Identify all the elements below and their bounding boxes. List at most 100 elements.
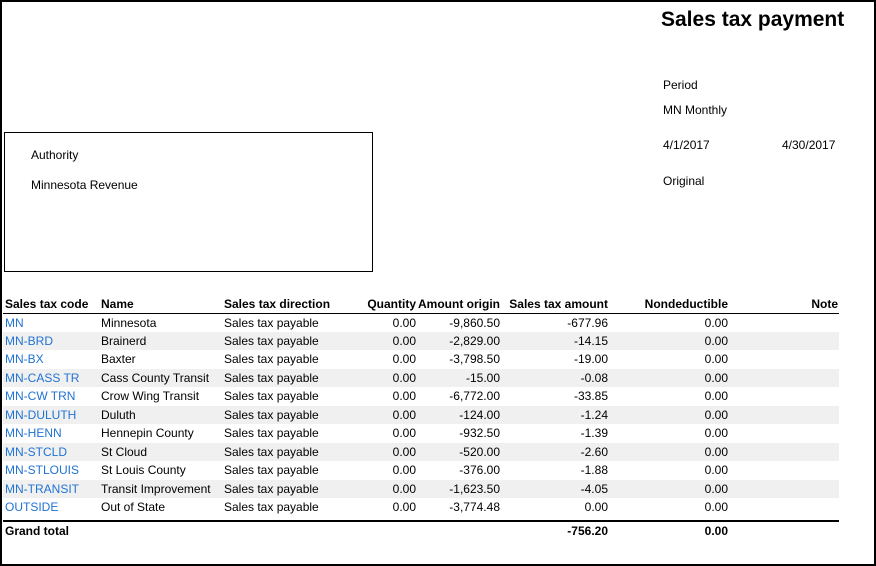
name-cell: Transit Improvement (101, 481, 211, 496)
name-cell: Out of State (101, 500, 166, 515)
table-row: MN-HENN Hennepin County Sales tax payabl… (3, 424, 839, 443)
note-cell (729, 387, 839, 406)
amount-origin-cell: -15.00 (465, 370, 500, 385)
amount-origin-cell: -3,774.48 (449, 500, 500, 515)
table-header-row: Sales tax code Name Sales tax direction … (3, 296, 839, 314)
col-header-quantity: Quantity (344, 296, 417, 314)
sales-tax-code-link[interactable]: MN (5, 315, 24, 330)
grand-total-nondeductible: 0.00 (609, 519, 729, 540)
amount-origin-cell: -376.00 (459, 463, 500, 478)
direction-cell: Sales tax payable (224, 333, 319, 348)
sales-tax-amount-cell: -33.85 (573, 389, 608, 404)
table-row: MN Minnesota Sales tax payable 0.00 -9,8… (3, 313, 839, 332)
amount-origin-cell: -1,623.50 (449, 481, 500, 496)
grand-total-note (729, 519, 839, 540)
sales-tax-code-link[interactable]: MN-HENN (5, 426, 62, 441)
nondeductible-cell: 0.00 (704, 444, 728, 459)
direction-cell: Sales tax payable (224, 370, 319, 385)
note-cell (729, 350, 839, 369)
col-header-sales-tax-amount: Sales tax amount (501, 296, 609, 314)
period-value: MN Monthly (663, 103, 728, 117)
report-version: Original (663, 174, 705, 188)
name-cell: St Louis County (101, 463, 186, 478)
sales-tax-amount-cell: -0.08 (580, 370, 608, 385)
col-header-amount-origin: Amount origin (417, 296, 501, 314)
nondeductible-cell: 0.00 (704, 370, 728, 385)
sales-tax-code-link[interactable]: OUTSIDE (5, 500, 59, 515)
amount-origin-cell: -932.50 (459, 426, 500, 441)
quantity-cell: 0.00 (392, 444, 416, 459)
note-cell (729, 498, 839, 517)
table-row: MN-STLOUIS St Louis County Sales tax pay… (3, 461, 839, 480)
quantity-cell: 0.00 (392, 333, 416, 348)
period-to-date: 4/30/2017 (782, 138, 836, 152)
col-header-nondeductible: Nondeductible (609, 296, 729, 314)
amount-origin-cell: -520.00 (459, 444, 500, 459)
direction-cell: Sales tax payable (224, 315, 319, 330)
sales-tax-code-link[interactable]: MN-BRD (5, 333, 53, 348)
table-row: MN-CW TRN Crow Wing Transit Sales tax pa… (3, 387, 839, 406)
sales-tax-code-link[interactable]: MN-STLOUIS (5, 463, 80, 478)
grand-total-row: Grand total -756.20 0.00 (3, 519, 839, 540)
name-cell: Duluth (101, 407, 136, 422)
authority-box: Authority Minnesota Revenue (4, 132, 373, 272)
authority-value: Minnesota Revenue (31, 178, 138, 192)
amount-origin-cell: -2,829.00 (449, 333, 500, 348)
sales-tax-code-link[interactable]: MN-TRANSIT (5, 481, 79, 496)
note-cell (729, 461, 839, 480)
name-cell: Hennepin County (101, 426, 194, 441)
quantity-cell: 0.00 (392, 426, 416, 441)
table-row: OUTSIDE Out of State Sales tax payable 0… (3, 498, 839, 517)
sales-tax-amount-cell: -2.60 (580, 444, 608, 459)
quantity-cell: 0.00 (392, 500, 416, 515)
sales-tax-amount-cell: -1.24 (580, 407, 608, 422)
sales-tax-amount-cell: -14.15 (573, 333, 608, 348)
note-cell (729, 424, 839, 443)
authority-label: Authority (31, 148, 79, 162)
quantity-cell: 0.00 (392, 370, 416, 385)
amount-origin-cell: -9,860.50 (449, 315, 500, 330)
nondeductible-cell: 0.00 (704, 500, 728, 515)
table-spacer-row (3, 516, 839, 521)
grand-total-sales-tax-amount: -756.20 (501, 519, 609, 540)
quantity-cell: 0.00 (392, 463, 416, 478)
nondeductible-cell: 0.00 (704, 389, 728, 404)
period-from-date: 4/1/2017 (663, 138, 710, 152)
sales-tax-amount-cell: 0.00 (584, 500, 608, 515)
direction-cell: Sales tax payable (224, 500, 319, 515)
name-cell: Cass County Transit (101, 370, 210, 385)
quantity-cell: 0.00 (392, 315, 416, 330)
table-row: MN-TRANSIT Transit Improvement Sales tax… (3, 479, 839, 499)
direction-cell: Sales tax payable (224, 444, 319, 459)
sales-tax-code-link[interactable]: MN-BX (5, 352, 44, 367)
sales-tax-code-link[interactable]: MN-STCLD (5, 444, 67, 459)
table-row: MN-CASS TR Cass County Transit Sales tax… (3, 368, 839, 388)
sales-tax-table: Sales tax code Name Sales tax direction … (3, 296, 839, 540)
sales-tax-code-link[interactable]: MN-DULUTH (5, 407, 77, 422)
note-cell (729, 332, 839, 351)
sales-tax-amount-cell: -4.05 (580, 481, 608, 496)
sales-tax-code-link[interactable]: MN-CASS TR (5, 370, 80, 385)
direction-cell: Sales tax payable (224, 352, 319, 367)
nondeductible-cell: 0.00 (704, 407, 728, 422)
note-cell (729, 480, 839, 499)
name-cell: St Cloud (101, 444, 148, 459)
sales-tax-code-link[interactable]: MN-CW TRN (5, 389, 76, 404)
nondeductible-cell: 0.00 (704, 333, 728, 348)
col-header-sales-tax-direction: Sales tax direction (222, 296, 344, 314)
col-header-note: Note (729, 296, 839, 314)
sales-tax-amount-cell: -1.39 (580, 426, 608, 441)
sales-tax-amount-cell: -1.88 (580, 463, 608, 478)
quantity-cell: 0.00 (392, 389, 416, 404)
note-cell (729, 369, 839, 388)
amount-origin-cell: -124.00 (459, 407, 500, 422)
quantity-cell: 0.00 (392, 407, 416, 422)
name-cell: Baxter (101, 352, 136, 367)
note-cell (729, 406, 839, 425)
direction-cell: Sales tax payable (224, 389, 319, 404)
amount-origin-cell: -3,798.50 (449, 352, 500, 367)
page-title: Sales tax payment (661, 8, 845, 31)
table-row: MN-BRD Brainerd Sales tax payable 0.00 -… (3, 331, 839, 351)
amount-origin-cell: -6,772.00 (449, 389, 500, 404)
